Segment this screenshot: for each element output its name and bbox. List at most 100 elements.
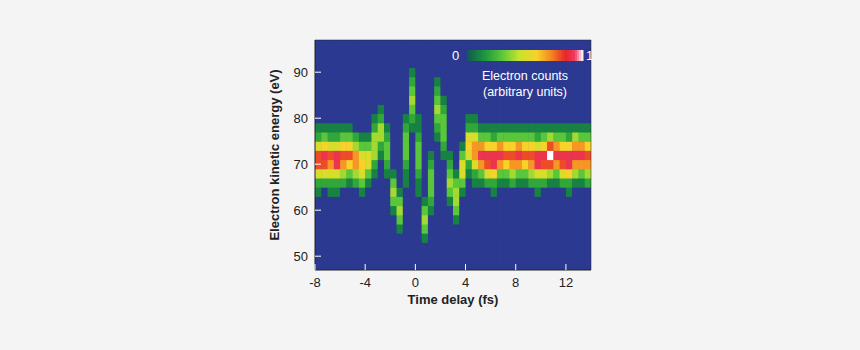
heatmap-cell <box>415 178 422 188</box>
heatmap-cell <box>397 68 404 78</box>
heatmap-cell <box>572 132 579 142</box>
heatmap-cell <box>315 58 322 68</box>
heatmap-cell <box>365 141 372 151</box>
heatmap-cell <box>541 178 548 188</box>
heatmap-cell <box>453 123 460 133</box>
heatmap-cell <box>466 187 473 197</box>
heatmap-cell <box>503 206 510 216</box>
heatmap-cell <box>453 252 460 262</box>
heatmap-cell <box>466 242 473 252</box>
heatmap-cell <box>585 104 591 114</box>
heatmap-cell <box>478 40 485 50</box>
heatmap-cell <box>365 114 372 124</box>
heatmap-cell <box>566 261 573 270</box>
heatmap-cell <box>384 261 391 270</box>
heatmap-cell <box>403 261 410 270</box>
heatmap-cell <box>378 206 385 216</box>
heatmap-cell <box>359 95 366 105</box>
heatmap-cell <box>334 252 341 262</box>
heatmap-cell <box>409 104 416 114</box>
heatmap-cell <box>321 132 328 142</box>
heatmap-cell <box>328 242 335 252</box>
heatmap-cell <box>434 224 441 234</box>
heatmap-cell <box>509 187 516 197</box>
heatmap-cell <box>340 252 347 262</box>
heatmap-cell <box>585 141 591 151</box>
heatmap-cell <box>560 123 567 133</box>
heatmap-cell <box>359 169 366 179</box>
heatmap-cell <box>346 187 353 197</box>
heatmap-cell <box>478 215 485 225</box>
heatmap-cell <box>422 95 429 105</box>
heatmap-cell <box>384 196 391 206</box>
colorbar-tick-label: 1 <box>586 48 593 63</box>
heatmap-cell <box>346 58 353 68</box>
heatmap-cell <box>353 187 360 197</box>
heatmap-cell <box>428 252 435 262</box>
heatmap-cell <box>509 104 516 114</box>
heatmap-cell <box>340 206 347 216</box>
heatmap-cell <box>328 187 335 197</box>
heatmap-cell <box>340 77 347 87</box>
heatmap-cell <box>415 77 422 87</box>
y-tick <box>315 210 321 211</box>
heatmap-cell <box>409 141 416 151</box>
heatmap-cell <box>334 224 341 234</box>
heatmap-cell <box>585 86 591 96</box>
heatmap-cell <box>334 261 341 270</box>
heatmap-cell <box>535 114 542 124</box>
heatmap-cell <box>497 160 504 170</box>
heatmap-cell <box>503 150 510 160</box>
heatmap-cell <box>491 178 498 188</box>
heatmap-cell <box>359 49 366 59</box>
heatmap-cell <box>434 196 441 206</box>
heatmap-cell <box>541 224 548 234</box>
heatmap-cell <box>528 169 535 179</box>
heatmap-cell <box>459 58 466 68</box>
heatmap-cell <box>572 206 579 216</box>
heatmap-cell <box>578 224 585 234</box>
heatmap-cell <box>359 206 366 216</box>
heatmap-cell <box>535 224 542 234</box>
heatmap-cell <box>415 141 422 151</box>
x-tick <box>515 264 516 270</box>
heatmap-cell <box>328 40 335 50</box>
heatmap-cell <box>491 104 498 114</box>
heatmap-cell <box>359 114 366 124</box>
heatmap-cell <box>403 104 410 114</box>
heatmap-cell <box>578 160 585 170</box>
heatmap-cell <box>321 178 328 188</box>
y-axis-line <box>315 40 316 270</box>
heatmap-cell <box>528 123 535 133</box>
heatmap-cell <box>378 224 385 234</box>
heatmap-cell <box>315 252 322 262</box>
heatmap-cell <box>346 114 353 124</box>
heatmap-cell <box>585 132 591 142</box>
heatmap-cell <box>547 132 554 142</box>
heatmap-cell <box>328 123 335 133</box>
heatmap-cell <box>334 77 341 87</box>
heatmap-cell <box>415 261 422 270</box>
heatmap-cell <box>340 169 347 179</box>
heatmap-cell <box>459 150 466 160</box>
heatmap-cell <box>459 233 466 243</box>
heatmap-cell <box>522 233 529 243</box>
heatmap-cell <box>503 114 510 124</box>
heatmap-cell <box>503 233 510 243</box>
heatmap-cell <box>553 114 560 124</box>
heatmap-cell <box>572 114 579 124</box>
heatmap-cell <box>503 132 510 142</box>
heatmap-cell <box>516 233 523 243</box>
heatmap-cell <box>422 215 429 225</box>
heatmap-cell <box>390 242 397 252</box>
heatmap-cell <box>472 178 479 188</box>
heatmap-cell <box>346 40 353 50</box>
heatmap-cell <box>359 132 366 142</box>
heatmap-cell <box>334 187 341 197</box>
heatmap-cell <box>359 261 366 270</box>
heatmap-cell <box>415 215 422 225</box>
heatmap-cell <box>378 169 385 179</box>
heatmap-cell <box>547 206 554 216</box>
heatmap-cell <box>553 123 560 133</box>
heatmap-cell <box>491 123 498 133</box>
